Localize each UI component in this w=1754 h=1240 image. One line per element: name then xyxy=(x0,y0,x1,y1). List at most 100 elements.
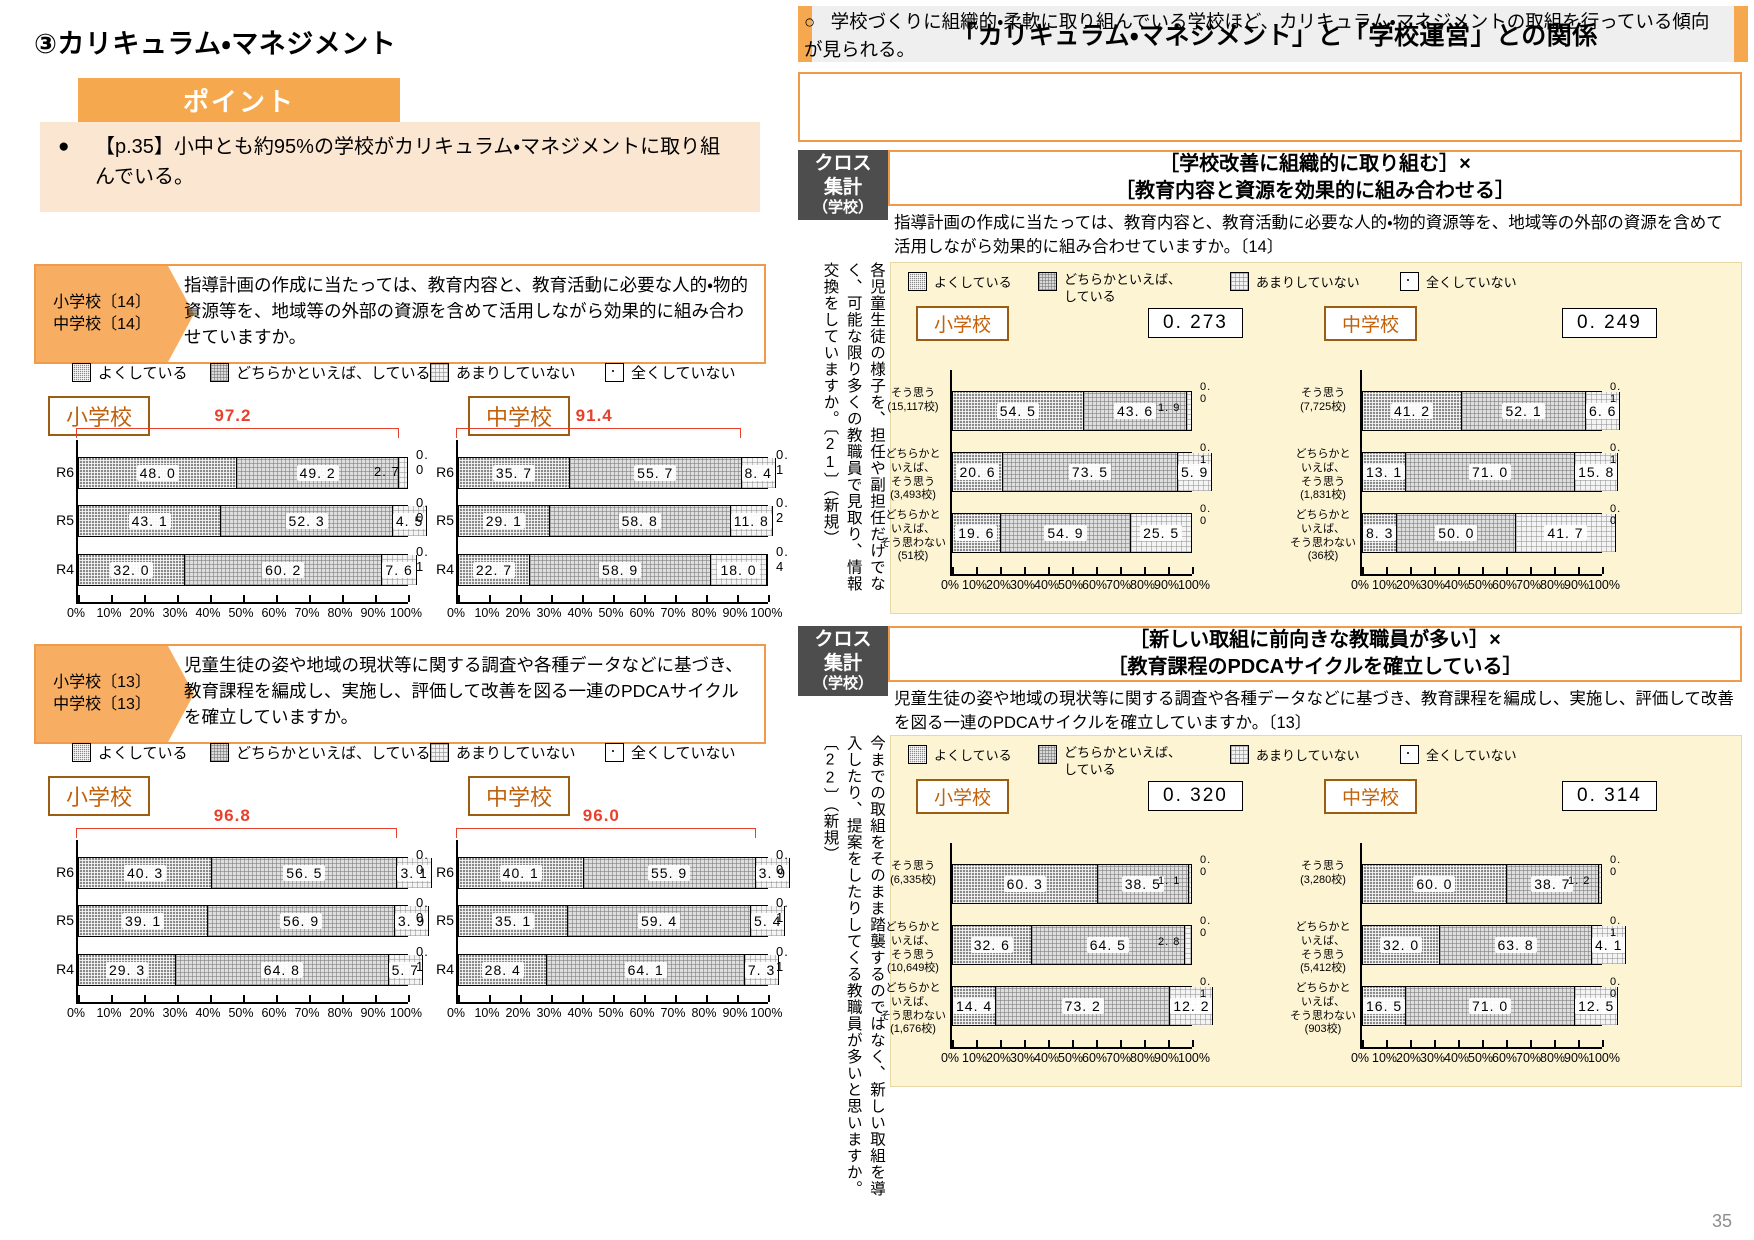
cross-tab-label-2: クロス 集計 （学校） xyxy=(798,626,888,696)
bar-value-label: 39. 1 xyxy=(122,913,165,929)
school-label-junior-q13: 中学校 xyxy=(468,776,571,816)
school-label-elementary-q13: 小学校 xyxy=(48,776,151,816)
bar-row: 19. 6 54. 9 25. 5 xyxy=(952,513,1192,553)
bar-value-label: 4. 5 xyxy=(392,513,427,529)
bar-value-label: 11. 8 xyxy=(730,513,772,529)
question-text-14: 指導計画の作成に当たっては、教育内容と、教育活動に必要な人的・物的資源等を、地域… xyxy=(184,275,749,347)
axis-tick xyxy=(1602,1040,1604,1047)
x-axis-tick-label: 80% xyxy=(327,1006,353,1020)
legend-swatch-white-icon xyxy=(1400,745,1419,764)
legend-label: 全くしていない xyxy=(1426,748,1517,763)
bar-row: 32. 0 63. 8 4. 1 xyxy=(1362,925,1627,965)
bar-value-label: 16. 5 xyxy=(1363,998,1406,1014)
left-column: ③カリキュラム・マネジメント ポイント ● 【p.35】小中とも約95%の学校が… xyxy=(0,0,791,1240)
bar-value-label: 8. 4 xyxy=(741,464,775,481)
bar-category-label: R4 xyxy=(436,960,454,977)
x-axis-tick-label: 40% xyxy=(195,1006,221,1020)
bar-segment: 56. 5 xyxy=(211,857,397,888)
point-text: 【p.35】小中とも約95%の学校がカリキュラム・マネジメントに取り組んでいる。 xyxy=(95,136,721,188)
x-axis-tick-label: 20% xyxy=(505,1006,531,1020)
bar-value-label: 12. 5 xyxy=(1575,998,1618,1014)
x-axis-tick-label: 50% xyxy=(1058,578,1084,592)
legend-item-1: どちらかといえば、している xyxy=(210,362,431,383)
x-axis-tick-label: 10% xyxy=(96,1006,122,1020)
bar-category-label: R5 xyxy=(56,512,74,528)
legend-label: よくしている xyxy=(934,748,1012,763)
x-axis-tick-label: 0% xyxy=(1350,578,1370,592)
question-tag-line1: 小学校〔14〕 xyxy=(53,294,151,312)
chart-cross1-elementary: 54. 5 43. 6 そう思う (15,117校) 0. 0 1. 9 20. 6 73.… xyxy=(880,370,1213,600)
bar-value-label: 3. 9 xyxy=(755,864,790,881)
cross-tab-question-1: 指導計画の作成に当たっては、教育内容と、教育活動に必要な人的・物的資源等を、地域… xyxy=(894,214,1723,256)
cross-head-line2: ［教育課程のPDCAサイクルを確立している］ xyxy=(1107,656,1523,678)
cross2-correlation-junior: 0. 314 xyxy=(1562,781,1657,811)
chart-plot-area: 40. 3 56. 5 3. 1 R6 0. 0 39. 1 56. 9 3. 9 R5 0. 0… xyxy=(56,840,432,1004)
bar-value-label: 64. 8 xyxy=(260,961,303,978)
cross-tab-label-1: クロス 集計 （学校） xyxy=(798,150,888,220)
x-axis-tick-label: 10% xyxy=(1372,578,1398,592)
bar-segment xyxy=(1188,865,1191,903)
bar-value-label: 12. 2 xyxy=(1170,998,1213,1014)
bar-segment: 73. 5 xyxy=(1002,453,1177,491)
bar-value-label: 52. 3 xyxy=(285,513,328,529)
legend-label: 全くしていない xyxy=(631,745,736,762)
bar-segment: 39. 1 xyxy=(79,906,208,936)
bar-segment xyxy=(789,857,791,888)
cross2-correlation-elementary: 0. 320 xyxy=(1148,781,1243,811)
x-axis-labels: 0% 10% 20% 30% 40% 50% 60% 70% 80% 90% 100% xyxy=(1348,1051,1620,1065)
chart-q14-junior: 35. 7 55. 7 8. 4 R6 0. 1 29. 1 58. 8 11. 8 R5 0. … xyxy=(436,406,788,630)
bar-segment: 15. 8 xyxy=(1574,453,1618,491)
total-brace xyxy=(456,828,756,838)
x-axis-tick-label: 70% xyxy=(660,1006,686,1020)
bar-segment: 8. 3 xyxy=(1363,514,1397,552)
x-axis-tick-label: 90% xyxy=(1564,578,1590,592)
bar-segment: 5. 7 xyxy=(387,954,422,985)
bar-row: 43. 1 52. 3 4. 5 xyxy=(78,505,428,537)
x-axis-tick-label: 70% xyxy=(1516,1051,1542,1065)
bar-row: 32. 6 64. 5 xyxy=(952,925,1192,965)
bar-segment: 4. 1 xyxy=(1591,926,1626,964)
x-axis-tick-label: 50% xyxy=(1468,1051,1494,1065)
axis-tick xyxy=(613,595,615,602)
x-axis-tick-label: 90% xyxy=(360,1006,386,1020)
bar-category-label: どちらかと いえば、 そう思わない (1,676校) xyxy=(880,982,946,1036)
axis-tick xyxy=(210,595,212,602)
bar-segment: 18. 0 xyxy=(710,554,766,585)
bar-segment: 38. 5 xyxy=(1096,865,1189,903)
axis-tick xyxy=(1578,567,1580,574)
x-axis-tick-label: 10% xyxy=(96,606,122,620)
bar-segment: 29. 1 xyxy=(459,506,549,536)
bar-value-label: 58. 9 xyxy=(599,561,642,578)
page-number: 35 xyxy=(1711,1211,1732,1231)
legend-label: あまりしていない xyxy=(1256,748,1360,763)
axis-tick xyxy=(706,995,708,1002)
legend-label: あまりしていない xyxy=(1256,275,1360,290)
bar-row: 16. 5 71. 0 12. 5 xyxy=(1362,986,1619,1026)
bar-segment: 63. 8 xyxy=(1439,926,1591,964)
axis-tick xyxy=(1192,1040,1194,1047)
axis-tick xyxy=(1120,1040,1122,1047)
bar-value-label: 5. 7 xyxy=(388,961,422,978)
question-banner-13: 小学校〔13〕 中学校〔13〕 児童生徒の姿や地域の現状等に関する調査や各種デー… xyxy=(34,644,766,744)
cross1-legend-0: よくしている xyxy=(908,272,1012,291)
axis-tick xyxy=(78,995,80,1002)
x-axis-tick-label: 60% xyxy=(1082,578,1108,592)
bar-segment: 25. 5 xyxy=(1130,514,1191,552)
cross-head-line1: ［学校改善に組織的に取り組む］× xyxy=(1159,153,1471,175)
bar-value-label: 5. 9 xyxy=(1177,464,1212,480)
axis-tick xyxy=(1482,1040,1484,1047)
legend-swatch-light-icon xyxy=(430,363,449,382)
bar-value-label: 35. 7 xyxy=(492,464,536,481)
bar-outside-value-label: 0. 1 xyxy=(416,543,429,574)
legend-swatch-dark-icon xyxy=(72,743,91,762)
legend-swatch-light-icon xyxy=(1230,272,1249,291)
bar-outside-value-label: 0. 1 xyxy=(776,446,789,477)
summary-note-box xyxy=(798,72,1742,142)
bar-segment: 40. 3 xyxy=(79,857,212,888)
cross-label-line2: 集計 xyxy=(823,176,862,198)
axis-tick xyxy=(309,595,311,602)
bar-segment xyxy=(1619,392,1621,430)
bar-category-label: そう思う (3,280校) xyxy=(1300,860,1346,886)
axis-tick xyxy=(976,567,978,574)
axis-tick xyxy=(1120,567,1122,574)
